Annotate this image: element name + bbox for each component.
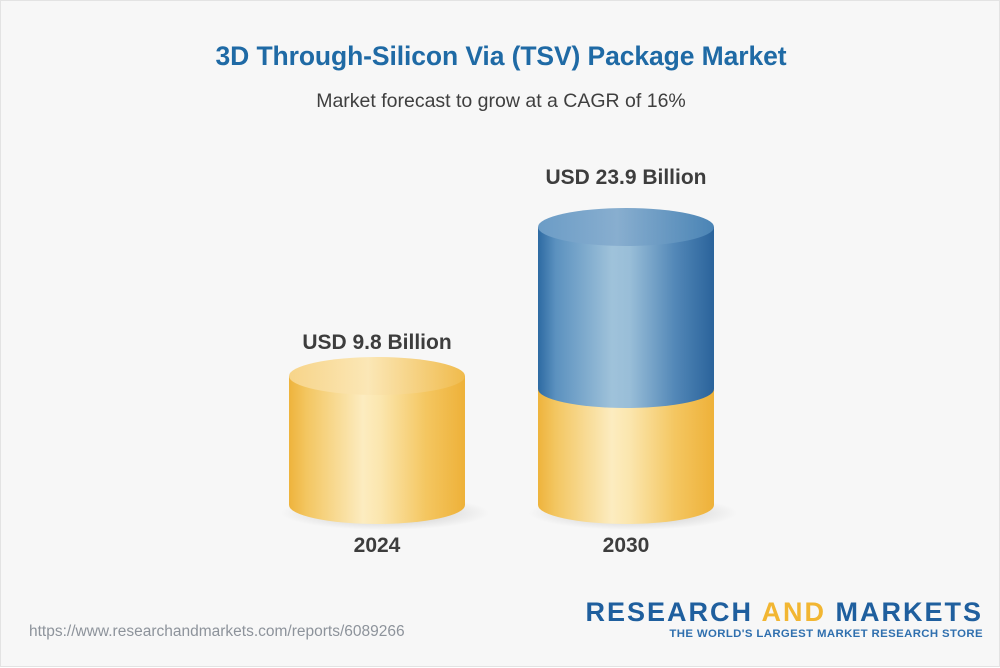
value-label-2030: USD 23.9 Billion [545, 166, 707, 189]
bar-top-ellipse-2024 [289, 357, 465, 395]
brand-logo-research: RESEARCH [585, 597, 762, 627]
category-label-2030: 2030 [602, 534, 650, 557]
brand-logo-markets: MARKETS [835, 597, 983, 627]
bar-cylinder-2030[interactable] [538, 208, 714, 524]
report-url[interactable]: https://www.researchandmarkets.com/repor… [29, 623, 405, 640]
brand-logo-and: AND [761, 597, 836, 627]
chart-subtitle: Market forecast to grow at a CAGR of 16% [316, 90, 686, 112]
category-label-2024: 2024 [353, 534, 401, 557]
bar-body-2030-base [538, 389, 714, 524]
value-label-2024: USD 9.8 Billion [302, 331, 452, 354]
bar-body-2024 [289, 376, 465, 524]
bar-body-2030-growth [538, 227, 714, 408]
brand-logo[interactable]: RESEARCH AND MARKETS THE WORLD'S LARGEST… [585, 598, 983, 641]
page-title: 3D Through-Silicon Via (TSV) Package Mar… [215, 41, 787, 71]
bar-top-ellipse-2030 [538, 208, 714, 246]
bar-cylinder-2024[interactable] [289, 357, 465, 524]
brand-logo-wordmark: RESEARCH AND MARKETS [585, 598, 983, 626]
brand-logo-tagline: THE WORLD'S LARGEST MARKET RESEARCH STOR… [669, 628, 983, 641]
